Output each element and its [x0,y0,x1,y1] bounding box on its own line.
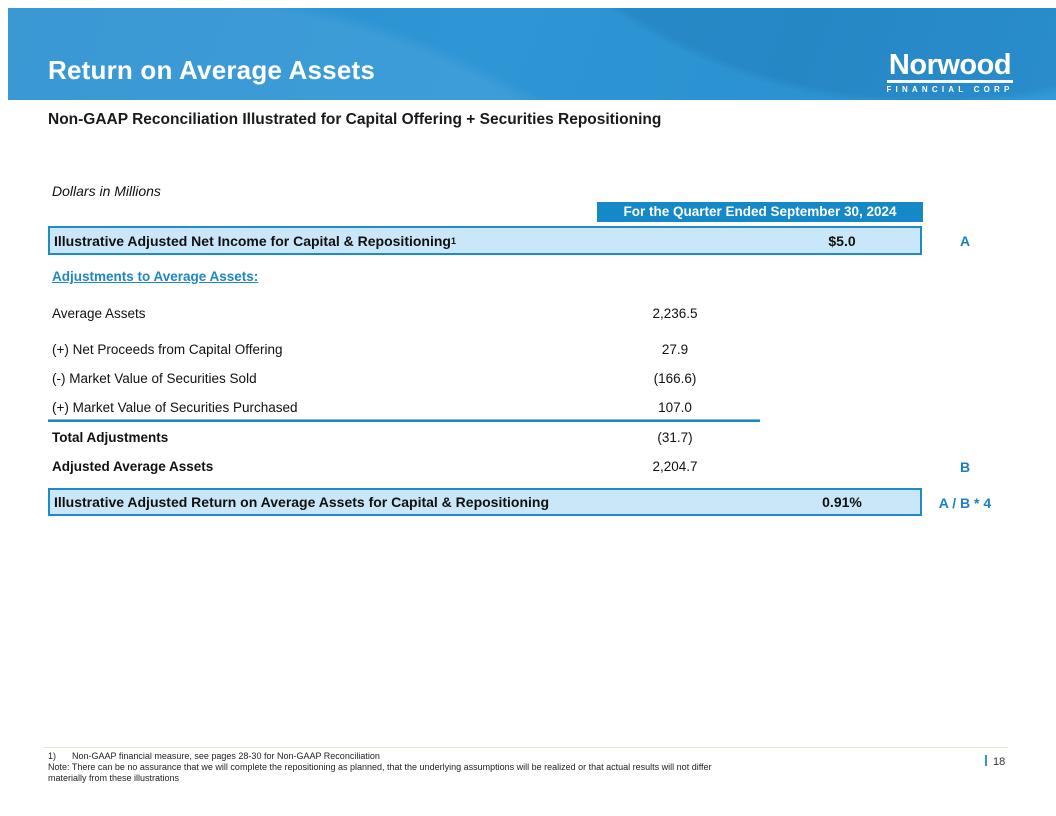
ref-letter-b: B [959,459,971,475]
highlight-row-net-income: Illustrative Adjusted Net Income for Cap… [48,226,922,255]
table-row: (-) Market Value of Securities Sold (166… [0,371,1056,387]
row-value: 27.9 [661,342,689,357]
table-row: (+) Net Proceeds from Capital Offering 2… [0,342,1056,358]
row-value: (31.7) [657,430,693,445]
footnote-marker: 1) [48,751,57,761]
page-number-bar-icon [985,755,987,766]
footnote-1: 1) Non-GAAP financial measure, see pages … [48,751,380,762]
slide-subtitle: Non-GAAP Reconciliation Illustrated for … [48,111,662,128]
row-value: 2,204.7 [652,459,698,474]
table-row: Average Assets 2,236.5 [0,306,1056,322]
column-header-banner: For the Quarter Ended September 30, 2024 [597,202,923,222]
highlight-row-label-text: Illustrative Adjusted Net Income for Cap… [54,232,451,249]
footer-divider [44,747,1008,748]
row-label: (+) Market Value of Securities Purchased [52,400,298,415]
footnote-note-line2: materially from these illustrations [48,773,180,783]
ref-formula-a-div-b: A / B * 4 [938,495,992,511]
row-label: Adjusted Average Assets [52,459,214,474]
highlight-row-value: 0.91% [822,494,862,510]
footnote-note-line1: Note: There can be no assurance that we … [48,762,712,772]
row-value: (166.6) [653,371,697,386]
footnote-superscript: 1 [450,235,456,246]
section-header-adjustments: Adjustments to Average Assets: [52,269,259,284]
page-title: Return on Average Assets [48,55,376,85]
page-number-value: 18 [993,756,1006,768]
summation-rule [48,419,760,422]
row-value: 2,236.5 [652,306,698,321]
table-row-adjusted-average-assets: Adjusted Average Assets 2,204.7 [0,459,1056,475]
logo-subtext: FINANCIAL CORP [886,85,1014,94]
row-label: (-) Market Value of Securities Sold [52,371,257,386]
header-band: Return on Average Assets Norwood FINANCI… [8,8,1056,100]
table-row-total-adjustments: Total Adjustments (31.7) [0,430,1056,446]
footnote-text: Non-GAAP financial measure, see pages 28… [72,751,380,761]
row-label: Total Adjustments [52,430,169,445]
page-number: 18 [985,755,1005,768]
highlight-row-value: $5.0 [828,232,856,249]
table-row: (+) Market Value of Securities Purchased… [0,400,1056,416]
highlight-row-label: Illustrative Adjusted Net Income for Cap… [54,228,456,253]
ref-letter-a: A [959,233,971,249]
row-label: Average Assets [52,306,146,321]
highlight-row-label: Illustrative Adjusted Return on Average … [54,490,549,514]
row-label: (+) Net Proceeds from Capital Offering [52,342,283,357]
norwood-logo: Norwood FINANCIAL CORP [881,50,1019,94]
row-value: 107.0 [658,400,692,415]
highlight-row-label-text: Illustrative Adjusted Return on Average … [54,494,550,510]
units-label: Dollars in Millions [52,183,161,199]
highlight-row-return-on-assets: Illustrative Adjusted Return on Average … [48,488,922,516]
logo-wordmark: Norwood [886,49,1014,83]
